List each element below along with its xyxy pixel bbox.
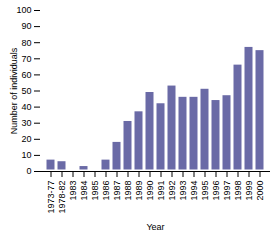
svg-text:40: 40	[21, 102, 31, 112]
svg-text:10: 10	[21, 150, 31, 160]
svg-text:1998: 1998	[233, 181, 243, 201]
svg-text:1989: 1989	[134, 181, 144, 201]
svg-text:0: 0	[26, 166, 31, 176]
svg-text:1991: 1991	[156, 181, 166, 201]
svg-text:80: 80	[21, 38, 31, 48]
svg-text:1988: 1988	[123, 181, 133, 201]
svg-text:90: 90	[21, 21, 31, 31]
svg-text:1973-77: 1973-77	[46, 181, 56, 214]
svg-text:1992: 1992	[167, 181, 177, 201]
svg-text:1997: 1997	[222, 181, 232, 201]
svg-text:1995: 1995	[200, 181, 210, 201]
svg-text:50: 50	[21, 86, 31, 96]
svg-text:Number of individuals: Number of individuals	[9, 47, 19, 134]
svg-text:1987: 1987	[112, 181, 122, 201]
svg-text:2000: 2000	[255, 181, 265, 201]
svg-text:1999: 1999	[244, 181, 254, 201]
svg-text:100: 100	[16, 5, 31, 15]
svg-text:70: 70	[21, 54, 31, 64]
svg-text:1990: 1990	[145, 181, 155, 201]
svg-text:30: 30	[21, 118, 31, 128]
svg-text:1983: 1983	[68, 181, 78, 201]
svg-text:1984: 1984	[79, 181, 89, 201]
svg-text:1978-82: 1978-82	[57, 181, 67, 214]
svg-text:1993: 1993	[178, 181, 188, 201]
svg-text:1996: 1996	[211, 181, 221, 201]
svg-text:20: 20	[21, 134, 31, 144]
svg-text:1985: 1985	[90, 181, 100, 201]
svg-text:1994: 1994	[189, 181, 199, 201]
svg-text:1986: 1986	[101, 181, 111, 201]
svg-text:Year: Year	[146, 222, 164, 232]
svg-text:60: 60	[21, 70, 31, 80]
